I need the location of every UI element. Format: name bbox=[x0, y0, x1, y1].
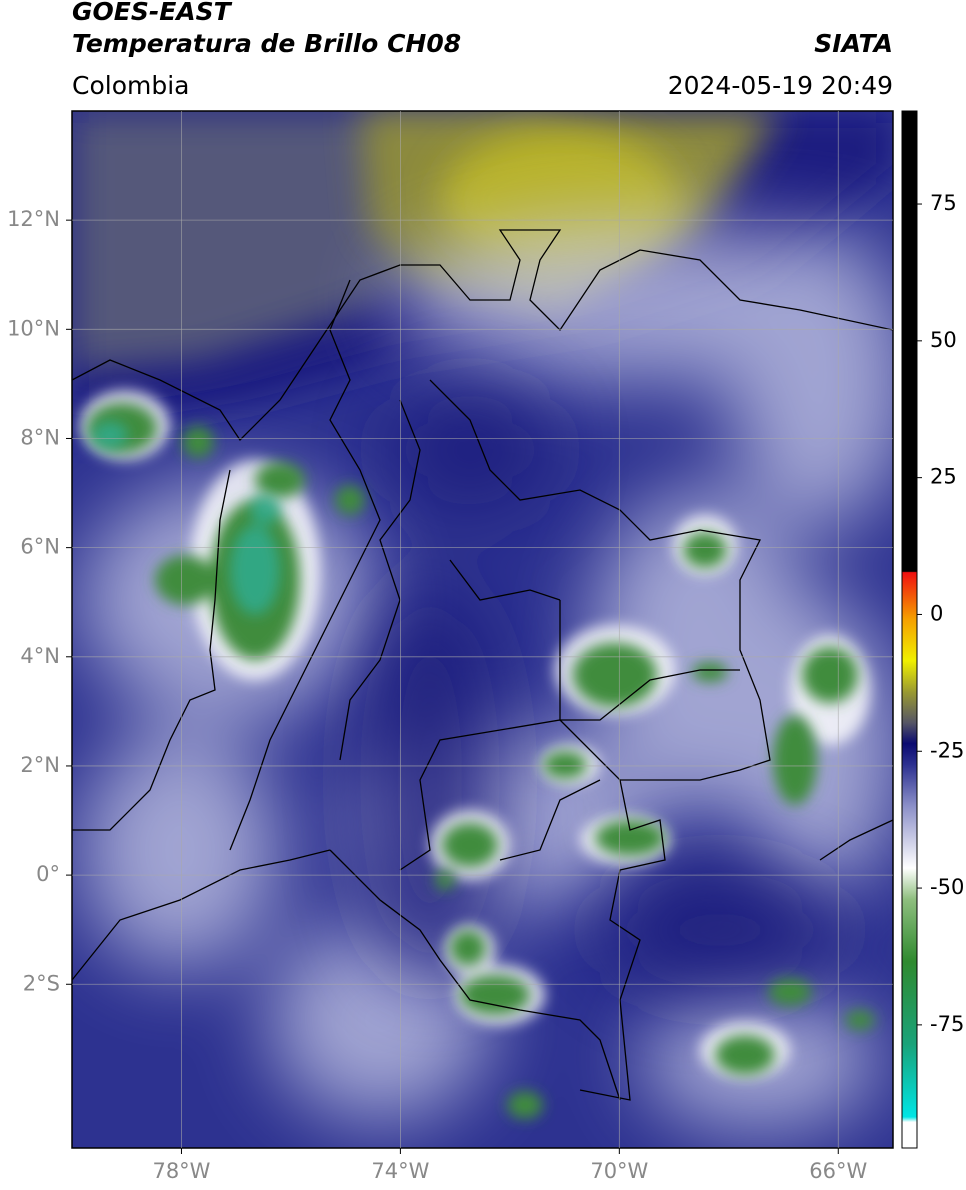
y-tick-label: 10°N bbox=[7, 316, 60, 340]
y-tick-label: 0° bbox=[36, 862, 60, 886]
x-tick-label: 78°W bbox=[152, 1159, 210, 1183]
x-tick-label: 70°W bbox=[590, 1159, 648, 1183]
satellite-image bbox=[72, 111, 893, 1148]
colorbar-tick-label: -50 bbox=[930, 875, 964, 899]
region: Colombia bbox=[72, 71, 189, 100]
x-tick-label: 66°W bbox=[809, 1159, 867, 1183]
colorbar-tick-label: 0 bbox=[930, 601, 943, 625]
y-tick-label: 2°S bbox=[23, 971, 60, 995]
y-tick-label: 6°N bbox=[20, 535, 60, 559]
map-frame bbox=[71, 110, 894, 1149]
graticule bbox=[72, 111, 893, 1148]
colorbar-tick-label: 75 bbox=[930, 191, 957, 215]
colorbar bbox=[901, 110, 918, 1149]
y-tick-label: 8°N bbox=[20, 425, 60, 449]
datetime: 2024-05-19 20:49 bbox=[668, 71, 893, 100]
colorbar-tick-label: 50 bbox=[930, 328, 957, 352]
colorbar-tick-label: -75 bbox=[930, 1012, 964, 1036]
source: SIATA bbox=[814, 29, 893, 58]
y-tick-label: 12°N bbox=[7, 207, 60, 231]
colorbar-tick-label: 25 bbox=[930, 465, 957, 489]
title: GOES-EAST bbox=[72, 0, 233, 26]
x-tick-label: 74°W bbox=[371, 1159, 429, 1183]
y-tick-label: 2°N bbox=[20, 753, 60, 777]
colorbar-tick-label: -25 bbox=[930, 738, 964, 762]
subtitle: Temperatura de Brillo CH08 bbox=[72, 29, 461, 58]
y-tick-label: 4°N bbox=[20, 644, 60, 668]
